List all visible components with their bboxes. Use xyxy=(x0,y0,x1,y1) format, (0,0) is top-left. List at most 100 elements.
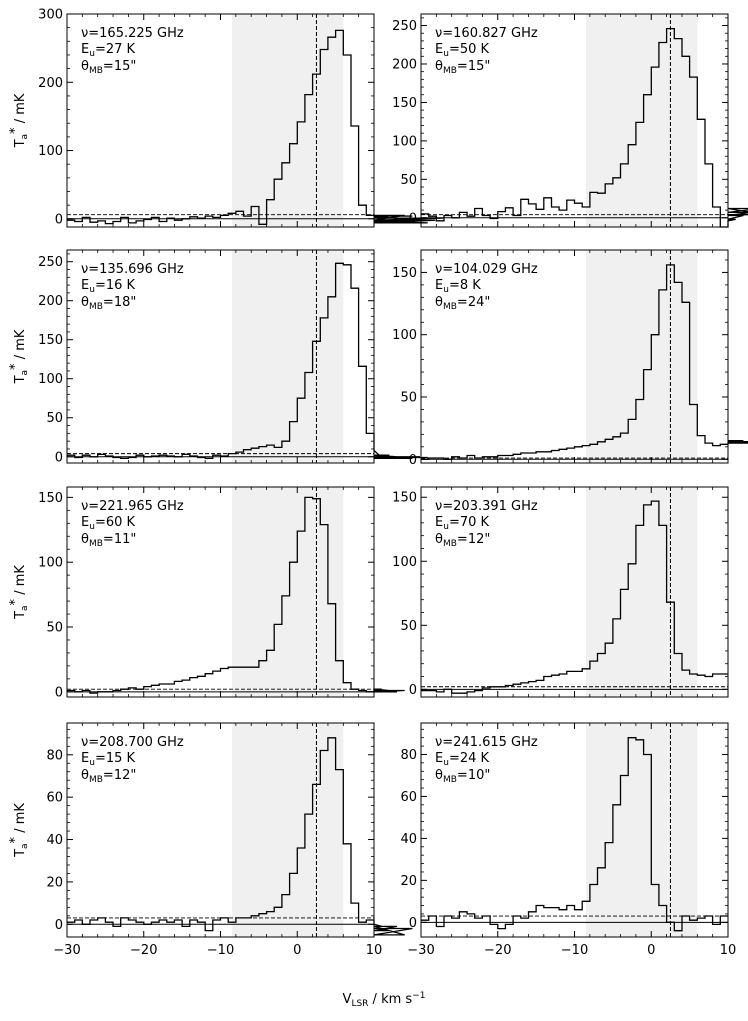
y-tick-label: 0 xyxy=(55,450,63,465)
y-tick-label: 40 xyxy=(46,833,63,848)
y-tick-label: 250 xyxy=(38,255,63,270)
y-axis-label: Ta* / mK xyxy=(8,565,30,620)
y-tick-label: 200 xyxy=(38,76,63,91)
frequency-label: ν=160.827 GHz xyxy=(435,26,538,41)
beam-size-label: θMB=18" xyxy=(81,295,136,312)
y-tick-label: 150 xyxy=(38,333,63,348)
x-tick-label: 0 xyxy=(647,943,655,958)
spectrum-line xyxy=(421,737,728,932)
spectrum-line xyxy=(67,496,405,694)
x-tick-label: −20 xyxy=(130,943,157,958)
y-tick-label: 50 xyxy=(46,411,63,426)
integration-band xyxy=(586,14,698,227)
x-tick-label: −30 xyxy=(53,943,80,958)
y-tick-label: 80 xyxy=(400,748,417,763)
y-tick-label: 300 xyxy=(38,8,63,23)
y-tick-label: 0 xyxy=(55,685,63,700)
integration-band xyxy=(586,487,698,697)
y-tick-label: 0 xyxy=(409,453,417,468)
upper-energy-label: Eu=24 K xyxy=(435,751,490,768)
beam-size-label: θMB=15" xyxy=(435,59,490,76)
frequency-label: ν=208.700 GHz xyxy=(81,735,184,750)
y-tick-label: 250 xyxy=(392,19,417,34)
x-tick-label: 0 xyxy=(293,943,301,958)
x-axis-label: VLSR / km s−1 xyxy=(343,991,426,1009)
spectrum-line xyxy=(421,264,748,460)
integration-band xyxy=(232,14,344,227)
upper-energy-label: Eu=16 K xyxy=(81,278,136,295)
y-tick-label: 200 xyxy=(392,57,417,72)
upper-energy-label: Eu=15 K xyxy=(81,751,136,768)
y-tick-label: 150 xyxy=(38,491,63,506)
integration-band xyxy=(586,723,698,937)
frequency-label: ν=165.225 GHz xyxy=(81,26,184,41)
beam-size-label: θMB=12" xyxy=(81,768,136,785)
y-tick-label: 100 xyxy=(38,556,63,571)
x-tick-label: 10 xyxy=(366,943,383,958)
y-axis-label: Ta* / mK xyxy=(8,93,30,148)
y-tick-label: 100 xyxy=(392,555,417,570)
upper-energy-label: Eu=50 K xyxy=(435,42,490,59)
beam-size-label: θMB=15" xyxy=(81,59,136,76)
spectrum-line xyxy=(67,737,413,936)
y-tick-label: 150 xyxy=(392,266,417,281)
x-tick-label: 10 xyxy=(720,943,737,958)
y-tick-label: 100 xyxy=(392,328,417,343)
spectrum-line xyxy=(67,29,444,225)
y-tick-label: 100 xyxy=(38,144,63,159)
spectrum-panel-7: −30 −20 −10 0 10 0 20 40 60 80 ν=208.700 GHzEu=15 … xyxy=(8,722,413,958)
frequency-label: ν=241.615 GHz xyxy=(435,735,538,750)
frequency-label: ν=104.029 GHz xyxy=(435,262,538,277)
spectrum-line xyxy=(421,500,728,694)
x-tick-label: −10 xyxy=(207,943,234,958)
frequency-label: ν=135.696 GHz xyxy=(81,262,184,277)
spectrum-line xyxy=(67,262,428,459)
y-tick-label: 60 xyxy=(400,790,417,805)
frequency-label: ν=203.391 GHz xyxy=(435,499,538,514)
y-tick-label: 200 xyxy=(38,294,63,309)
y-axis-label: Ta* / mK xyxy=(8,329,30,384)
y-tick-label: 0 xyxy=(55,212,63,227)
x-tick-label: −20 xyxy=(484,943,511,958)
y-tick-label: 150 xyxy=(392,491,417,506)
frequency-label: ν=221.965 GHz xyxy=(81,499,184,514)
beam-size-label: θMB=24" xyxy=(435,295,490,312)
y-tick-label: 20 xyxy=(46,875,63,890)
upper-energy-label: Eu=70 K xyxy=(435,515,490,532)
integration-band xyxy=(232,723,344,937)
y-tick-label: 100 xyxy=(38,372,63,387)
upper-energy-label: Eu=60 K xyxy=(81,515,136,532)
x-tick-label: −10 xyxy=(561,943,588,958)
y-tick-label: 100 xyxy=(392,134,417,149)
x-tick-label: −30 xyxy=(407,943,434,958)
y-tick-label: 40 xyxy=(400,832,417,847)
spectrum-line xyxy=(421,27,748,228)
integration-band xyxy=(232,487,344,697)
integration-band xyxy=(232,250,344,463)
y-tick-label: 0 xyxy=(409,683,417,698)
y-tick-label: 0 xyxy=(55,918,63,933)
y-tick-label: 80 xyxy=(46,748,63,763)
upper-energy-label: Eu=27 K xyxy=(81,42,136,59)
y-tick-label: 50 xyxy=(46,621,63,636)
spectrum-panel-8: −30 −20 −10 0 10 0 20 40 60 80 ν=241.615 GHzEu=24 … xyxy=(400,722,737,958)
y-tick-label: 150 xyxy=(392,96,417,111)
y-tick-label: 20 xyxy=(400,874,417,889)
y-tick-label: 60 xyxy=(46,791,63,806)
y-tick-label: 50 xyxy=(400,173,417,188)
integration-band xyxy=(586,250,698,463)
upper-energy-label: Eu=8 K xyxy=(435,278,481,295)
y-tick-label: 0 xyxy=(409,916,417,931)
y-tick-label: 50 xyxy=(400,619,417,634)
beam-size-label: θMB=11" xyxy=(81,532,136,549)
y-tick-label: 0 xyxy=(409,211,417,226)
beam-size-label: θMB=12" xyxy=(435,532,490,549)
y-tick-label: 50 xyxy=(400,390,417,405)
